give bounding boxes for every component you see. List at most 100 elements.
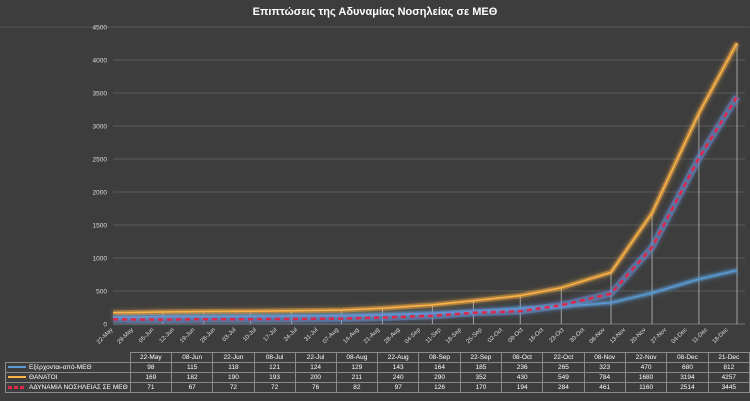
y-tick-label: 3500 (93, 91, 108, 98)
table-cell: 72 (253, 382, 296, 393)
x-tick-label: 11-Dec (692, 327, 710, 345)
table-row: ΑΔΥΝΑΜΙΑ ΝΟΣΗΛΕΙΑΣ ΣΕ ΜΕΘ 71 67 72 72 76 82 97 1… (5, 382, 750, 393)
table-header-cell: 08-Jun (171, 352, 214, 363)
legend-entry: ΑΔΥΝΑΜΙΑ ΝΟΣΗΛΕΙΑΣ ΣΕ ΜΕΘ (5, 382, 131, 393)
x-tick-label: 18-Sep (445, 327, 463, 345)
table-cell: 126 (418, 382, 461, 393)
x-tick-label: 29-May (117, 327, 135, 345)
table-cell: 211 (335, 372, 379, 383)
table-cell: 129 (335, 362, 379, 373)
x-tick-label: 04-Sep (404, 327, 422, 345)
table-cell: 118 (212, 362, 255, 373)
legend-key-icon (8, 366, 26, 369)
legend-entry: Εξέρχονται-από-ΜΕΘ (5, 362, 131, 373)
x-tick-label: 30-Oct (569, 327, 586, 344)
table-cell: 190 (212, 372, 255, 383)
table-header-cell: 22-Jul (294, 352, 337, 363)
table-cell: 4257 (707, 372, 750, 383)
y-tick-label: 1500 (93, 223, 108, 230)
line-chart: 0 500 1000 1500 2000 2500 3000 3500 4000 4500 22-M… (0, 25, 750, 346)
series-glow (112, 94, 740, 324)
table-header-cell: 22-May (129, 352, 173, 363)
y-tick-label: 4500 (93, 25, 108, 32)
x-tick-label: 26-Jun (200, 327, 217, 344)
x-tick-label: 20-Nov (630, 327, 648, 345)
series-name: ΘΑΝΑΤΟΙ (29, 374, 58, 381)
table-cell: 164 (418, 362, 461, 373)
table-header-cell: 22-Jun (212, 352, 255, 363)
x-tick-label: 12-Jun (159, 327, 176, 344)
x-tick-label: 17-Jul (263, 327, 279, 343)
y-tick-label: 4000 (93, 58, 108, 65)
y-tick-label: 2500 (93, 157, 108, 164)
table-cell: 121 (253, 362, 296, 373)
chart-title: Επιπτώσεις της Αδυναμίας Νοσηλείας σε ΜΕ… (252, 6, 498, 18)
y-tick-label: 1000 (93, 256, 108, 263)
table-cell: 169 (129, 372, 173, 383)
x-tick-label: 23-Oct (549, 327, 566, 344)
table-cell: 1160 (624, 382, 668, 393)
x-tick-label: 19-Jun (179, 327, 196, 344)
table-row: Εξέρχονται-από-ΜΕΘ 98 115 118 121 124 129 143 16… (5, 362, 750, 373)
table-header-cell: 08-Aug (335, 352, 379, 363)
x-tick-label: 05-Jun (138, 327, 155, 344)
table-cell: 67 (171, 382, 214, 393)
x-tick-label: 22-May (96, 327, 114, 345)
table-cell: 352 (459, 372, 503, 383)
table-header-cell: 22-Aug (377, 352, 420, 363)
x-tick-label: 25-Sep (466, 327, 484, 345)
x-tick-label: 14-Aug (343, 327, 361, 345)
table-cell: 1680 (624, 372, 668, 383)
table-cell: 3194 (666, 372, 709, 383)
table-cell: 170 (459, 382, 503, 393)
x-tick-label: 10-Jul (242, 327, 258, 343)
table-cell: 812 (707, 362, 750, 373)
legend-key-icon (8, 376, 26, 379)
x-tick-label: 27-Nov (650, 327, 668, 345)
series-line (112, 95, 739, 321)
x-tick-label: 09-Oct (508, 327, 525, 344)
series-1 (112, 41, 740, 316)
table-corner (6, 353, 131, 363)
x-tick-label: 03-Jul (222, 327, 238, 343)
table-cell: 430 (501, 372, 544, 383)
table-header-cell: 08-Dec (666, 352, 709, 363)
table-cell: 549 (542, 372, 585, 383)
series-glow (112, 41, 740, 316)
table-cell: 2514 (666, 382, 709, 393)
table-header-cell: 22-Nov (624, 352, 668, 363)
x-tick-label: 21-Aug (363, 327, 381, 345)
table-cell: 97 (377, 382, 420, 393)
legend-entry: ΘΑΝΑΤΟΙ (5, 372, 131, 383)
x-tick-label: 11-Sep (425, 327, 443, 345)
table-cell: 143 (377, 362, 420, 373)
x-tick-label: 24-Jul (283, 327, 299, 343)
table-cell: 323 (583, 362, 626, 373)
y-tick-label: 2000 (93, 190, 108, 197)
table-header-row: 22-May 08-Jun 22-Jun 08-Jul 22-Jul 08-Aug 22-A… (6, 352, 750, 363)
table-cell: 236 (501, 362, 544, 373)
table-cell: 76 (294, 382, 337, 393)
x-tick-label: 28-Aug (384, 327, 402, 345)
y-tick-label: 500 (96, 289, 107, 296)
table-header-cell: 22-Sep (459, 352, 503, 363)
table-cell: 82 (335, 382, 379, 393)
y-tick-label: 0 (103, 322, 107, 329)
x-tick-label: 16-Oct (528, 327, 545, 344)
legend-key-icon (8, 385, 26, 389)
x-tick-label: 02-Oct (487, 327, 504, 344)
x-tick-label: 18-Dec (712, 327, 730, 345)
table-row: ΘΑΝΑΤΟΙ 169 182 190 193 200 211 240 290 352 430 549… (5, 372, 750, 383)
table-cell: 200 (294, 372, 337, 383)
series-2 (112, 94, 740, 324)
table-cell: 680 (666, 362, 709, 373)
x-tick-label: 04-Dec (671, 327, 689, 345)
x-tick-label: 06-Nov (589, 327, 607, 345)
x-tick-label: 13-Nov (609, 327, 627, 345)
table-header-cell: 21-Dec (707, 352, 750, 363)
table-cell: 124 (294, 362, 337, 373)
table-cell: 240 (377, 372, 420, 383)
table-header-cell: 22-Oct (542, 352, 585, 363)
table-cell: 784 (583, 372, 626, 383)
table-cell: 284 (542, 382, 585, 393)
